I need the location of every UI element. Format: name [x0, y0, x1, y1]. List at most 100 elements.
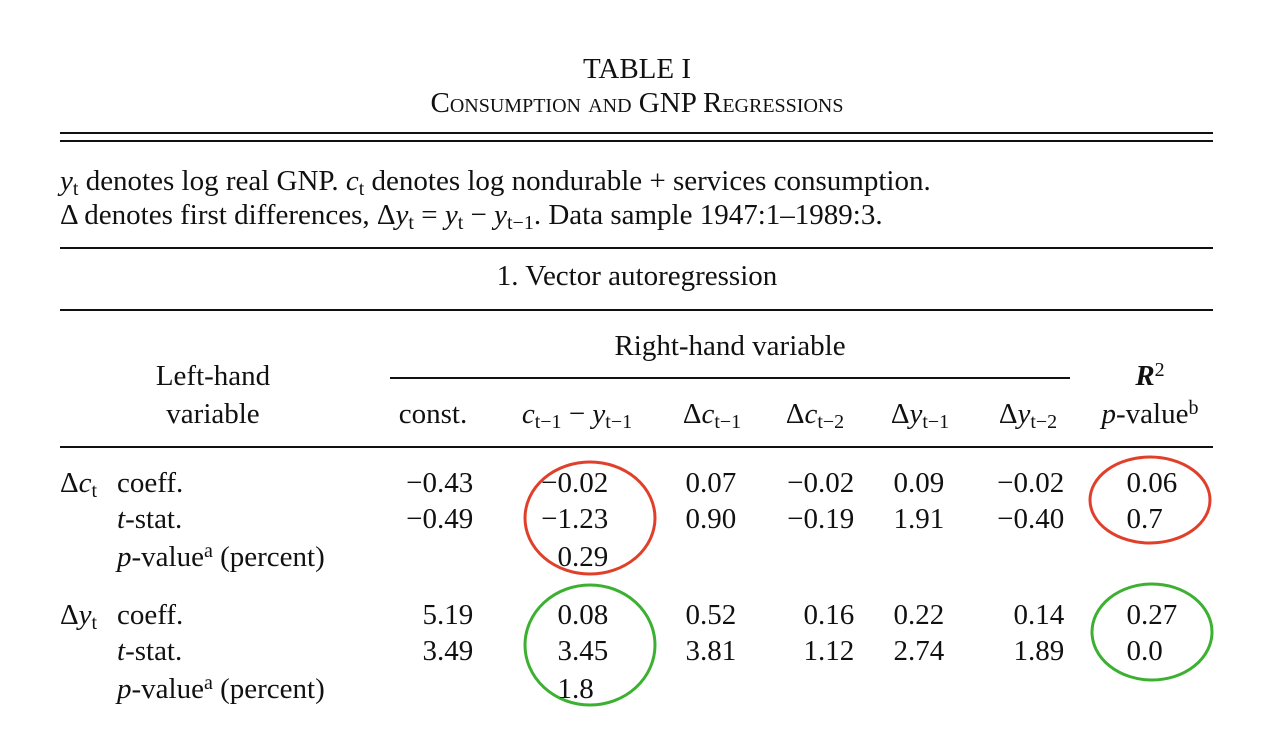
table-cell: 1.89: [1014, 635, 1065, 667]
text-run: t−1: [714, 411, 741, 433]
text-run: t: [458, 212, 464, 234]
text-run: Δ: [683, 398, 702, 430]
table-cell: 0.09: [894, 467, 945, 499]
section-title: 1. Vector autoregression: [497, 260, 778, 292]
column-heading: Δct−2: [786, 398, 844, 433]
table-cell: 0.29: [558, 541, 609, 573]
table-cell: −0.40: [997, 503, 1064, 535]
table-cell: −0.02: [541, 467, 608, 499]
text-run: t: [92, 480, 98, 502]
text-run: t−2: [817, 411, 844, 433]
table-cell: 3.81: [686, 635, 737, 667]
text-run: t−1: [605, 411, 632, 433]
column-heading: const.: [399, 398, 467, 430]
table-cell: 0.52: [686, 599, 737, 631]
text-run: Δ: [891, 398, 910, 430]
text-run: y: [906, 398, 922, 430]
stat-label: t-stat.: [117, 503, 182, 535]
text-run: t: [73, 178, 79, 200]
text-run: t−1: [507, 212, 534, 234]
column-heading: p-valueb: [1100, 397, 1199, 430]
text-run: t: [92, 612, 98, 634]
text-run: -value: [132, 541, 204, 573]
table-cell: 0.0: [1127, 635, 1163, 667]
table-cell: 0.27: [1127, 599, 1178, 631]
text-run: -stat.: [125, 635, 182, 667]
table-cell: 2.74: [894, 635, 945, 667]
text-run: t−2: [1030, 411, 1057, 433]
stub-heading: Left-hand: [156, 360, 271, 392]
text-run: =: [414, 199, 445, 231]
text-run: Δ: [60, 467, 79, 499]
stat-label: coeff.: [117, 467, 183, 499]
text-run: coeff.: [117, 467, 183, 499]
text-run: −: [463, 199, 494, 231]
text-run: -value: [132, 673, 204, 705]
text-run: c: [804, 398, 817, 430]
table-cell: 0.08: [558, 599, 609, 631]
highlight-circle: [1088, 455, 1212, 545]
table-cell: −0.19: [787, 503, 854, 535]
text-run: -stat.: [125, 503, 182, 535]
text-run: t: [117, 503, 126, 535]
table-title: TABLE I: [583, 53, 691, 85]
text-run: Δ denotes first differences, Δ: [60, 199, 396, 231]
text-run: (percent): [213, 541, 325, 573]
text-run: (percent): [213, 673, 325, 705]
text-run: . Data sample 1947:1–1989:3.: [534, 199, 883, 231]
table-cell: 0.22: [894, 599, 945, 631]
text-run: denotes log real GNP.: [78, 165, 345, 197]
table-cell: 3.49: [423, 635, 474, 667]
text-run: y: [491, 199, 507, 231]
text-run: −: [562, 398, 593, 430]
column-heading: R2: [1134, 359, 1164, 392]
note-line: yt denotes log real GNP. ct denotes log …: [57, 165, 931, 200]
table-cell: 1.12: [804, 635, 855, 667]
text-run: p: [1100, 398, 1117, 430]
table-cell: −0.49: [406, 503, 473, 535]
highlight-circle: [523, 583, 657, 707]
text-run: t: [117, 635, 126, 667]
text-run: 2: [1155, 359, 1165, 381]
note-line: Δ denotes first differences, Δyt = yt − …: [60, 199, 883, 234]
text-run: y: [393, 199, 409, 231]
table-cell: 3.45: [558, 635, 609, 667]
text-run: coeff.: [117, 599, 183, 631]
text-run: R: [1134, 360, 1154, 392]
text-run: y: [442, 199, 458, 231]
column-heading: Δyt−2: [999, 398, 1057, 433]
text-run: t−1: [922, 411, 949, 433]
text-run: t: [408, 212, 414, 234]
text-run: c: [701, 398, 714, 430]
text-run: denotes log nondurable + services consum…: [364, 165, 930, 197]
table-cell: −0.43: [406, 467, 473, 499]
text-run: p: [115, 673, 132, 705]
text-run: y: [1014, 398, 1030, 430]
table-cell: 0.16: [804, 599, 855, 631]
text-run: t: [359, 178, 365, 200]
stat-label: t-stat.: [117, 635, 182, 667]
table-subtitle: Consumption and GNP Regressions: [431, 87, 844, 119]
text-run: t−1: [535, 411, 562, 433]
text-run: -value: [1116, 398, 1188, 430]
column-heading: Δyt−1: [891, 398, 949, 433]
row-variable: Δct: [60, 467, 98, 502]
table-cell: 0.07: [686, 467, 737, 499]
row-variable: Δyt: [60, 599, 98, 634]
table-cell: −0.02: [997, 467, 1064, 499]
table-cell: −1.23: [541, 503, 608, 535]
table-cell: 1.91: [894, 503, 945, 535]
stat-label: coeff.: [117, 599, 183, 631]
text-run: b: [1188, 397, 1198, 419]
text-run: a: [204, 540, 213, 562]
stat-label: p-valuea (percent): [115, 540, 325, 573]
highlight-circle: [523, 460, 657, 576]
text-run: y: [57, 165, 73, 197]
highlight-circle: [1090, 582, 1214, 682]
text-run: y: [76, 599, 92, 631]
text-run: Δ: [786, 398, 805, 430]
text-run: const.: [399, 398, 467, 430]
table-cell: 0.14: [1014, 599, 1065, 631]
text-run: c: [346, 165, 359, 197]
